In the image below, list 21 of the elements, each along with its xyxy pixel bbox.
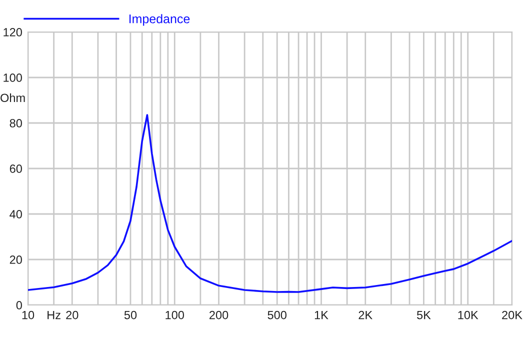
x-tick-label: 10K: [458, 310, 478, 320]
y-tick-label: 40: [10, 210, 22, 218]
x-tick-label: 500: [268, 310, 286, 320]
y-tick-label: 100: [4, 74, 22, 82]
x-tick-label: 20K: [502, 310, 522, 320]
y-tick-label: 120: [4, 28, 22, 36]
x-tick-label: 10: [22, 310, 34, 320]
x-tick-label: 2K: [358, 310, 372, 320]
text: Impedance: [129, 14, 190, 26]
x-tick-label: 100: [166, 310, 184, 320]
x-tick-label: 20: [66, 310, 78, 320]
x-tick-label: 5K: [416, 310, 431, 320]
y-tick-label: 20: [10, 256, 22, 264]
y-axis-title: Ohm: [0, 93, 25, 102]
x-tick-label: 50: [124, 310, 137, 320]
x-tick-label: Hz: [48, 310, 60, 320]
y-tick-label: 0: [16, 301, 22, 310]
y-tick-label: 80: [10, 119, 22, 128]
x-tick-label: 200: [210, 310, 228, 320]
x-tick-label: 1K: [314, 310, 328, 320]
y-tick-label: 60: [10, 164, 22, 173]
